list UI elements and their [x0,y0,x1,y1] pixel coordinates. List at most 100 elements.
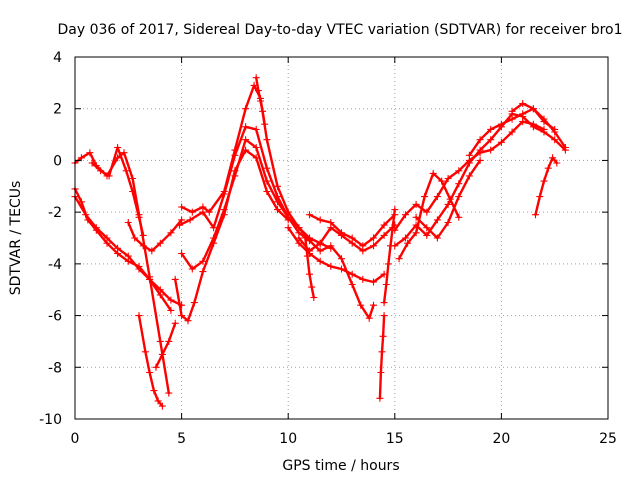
data-point [301,234,309,242]
data-point [129,175,137,182]
data-point [487,136,495,144]
data-point [186,216,194,224]
data-point [120,149,128,157]
series-track-q [301,234,318,301]
data-point [310,294,318,301]
data-point [284,213,292,221]
data-point [167,306,175,314]
x-tick-label: 15 [386,431,404,447]
data-point [303,252,311,260]
data-point [370,234,377,242]
data-point [508,115,516,123]
data-point [433,234,441,242]
data-point [124,252,132,260]
data-point [508,107,516,115]
data-point [365,314,373,322]
data-point [295,234,303,242]
data-point [380,299,388,307]
data-point [402,234,409,242]
data-point [242,123,250,131]
series-track-v [395,169,463,263]
data-point [316,216,324,224]
data-point [263,136,271,144]
data-point [231,146,239,154]
data-point [148,247,156,255]
data-point [359,242,367,250]
axis-layer: 0 5 10 15 20 25 -10 -8 -6 -4 -2 0 2 4 [39,50,617,447]
series-track-e [135,312,166,410]
series-track-l [252,74,269,128]
data-point [359,275,367,283]
data-point [519,100,527,107]
data-point [519,110,527,118]
data-point [156,286,164,294]
data-point [184,317,192,325]
data-point [476,146,484,154]
data-point [146,369,154,376]
data-point [402,211,409,219]
data-point [553,159,561,167]
data-point [529,123,537,131]
chart-title: Day 036 of 2017, Sidereal Day-to-day VTE… [57,22,622,38]
data-point [378,348,386,356]
data-point [135,312,143,320]
data-point [433,216,441,224]
data-point [444,175,452,182]
data-point [82,211,90,219]
data-point [412,200,420,208]
data-point [444,219,452,226]
data-point [199,203,207,211]
series-line [90,146,145,237]
data-point [429,169,437,177]
data-point [380,221,388,229]
data-point [259,107,267,115]
data-point [220,188,228,195]
x-axis-label: GPS time / hours [282,458,399,474]
data-point [327,262,335,270]
data-point [455,167,463,175]
data-point [433,193,441,201]
data-point [327,219,335,226]
data-point [316,239,324,247]
x-tick-label: 0 [71,431,80,447]
data-point [210,224,218,232]
y-tick-label: -6 [48,309,62,325]
data-point [263,188,271,195]
data-point [141,348,149,356]
series-line [534,156,558,216]
data-point [487,146,495,154]
series-track-f [152,319,179,371]
data-point [199,257,207,265]
data-point [438,177,446,185]
series-line [137,314,164,408]
series-line [397,172,460,260]
data-point [205,208,213,216]
x-tick-label: 25 [599,431,617,447]
data-point [508,128,516,136]
data-point [395,255,403,263]
data-point [455,180,463,188]
series-track-y [508,100,559,133]
data-point [257,97,264,105]
series-track-n [284,213,377,322]
data-point [176,221,183,229]
data-point [178,250,186,257]
data-point [156,337,164,345]
data-point [338,265,345,273]
series-line [287,226,386,284]
data-point [455,193,463,201]
data-point [171,319,179,327]
x-tick-label: 20 [492,431,510,447]
data-point [199,268,207,276]
data-point [114,244,122,252]
data-point [146,273,154,281]
data-point [188,265,196,273]
data-point [476,136,484,144]
data-point [252,74,260,82]
y-axis-label: SDTVAR / TECUs [8,181,24,296]
data-point [446,195,454,203]
x-tick-label: 5 [177,431,186,447]
data-point [210,234,218,242]
series-track-d [88,144,147,239]
